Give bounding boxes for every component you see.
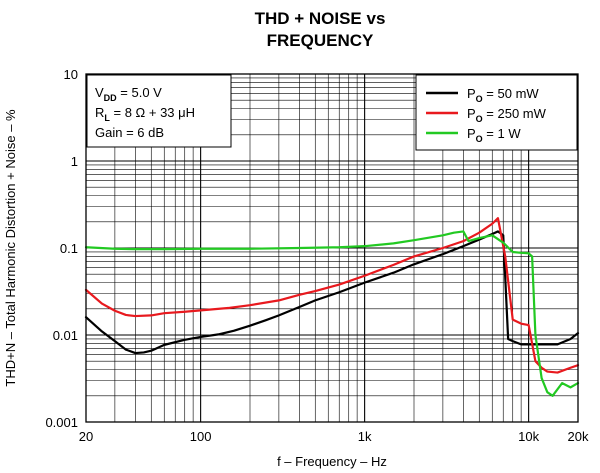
y-axis-title: THD+N – Total Harmonic Distortion + Nois…: [3, 109, 18, 387]
chart-title-line-1: THD + NOISE vs: [255, 9, 386, 28]
y-tick-label: 0.1: [60, 241, 78, 256]
tick-labels: 20 100 1k 10k 20k 0.001 0.01 0.1 1 10: [45, 67, 589, 444]
x-axis-title: f – Frequency – Hz: [277, 454, 387, 469]
conditions-box-frame: [86, 74, 232, 148]
legend-label-1w: PO = 1 W: [467, 126, 521, 144]
legend: PO = 50 mW PO = 250 mW PO = 1 W: [415, 74, 578, 151]
condition-gain: Gain = 6 dB: [95, 125, 164, 140]
condition-rl: RL = 8 Ω + 33 μH: [95, 105, 195, 123]
x-tick-label: 20: [79, 429, 93, 444]
conditions-box: VDD = 5.0 V RL = 8 Ω + 33 μH Gain = 6 dB: [86, 74, 232, 148]
plot-frame: [85, 73, 579, 423]
series-line-1w: [84, 230, 580, 397]
legend-label-50mw: PO = 50 mW: [467, 86, 539, 104]
series-lines: [84, 217, 580, 397]
x-tick-label: 1k: [358, 429, 372, 444]
condition-vdd: VDD = 5.0 V: [95, 85, 162, 103]
y-tick-label: 0.01: [53, 328, 78, 343]
legend-label-250mw: PO = 250 mW: [467, 106, 547, 124]
x-tick-label: 10k: [518, 429, 539, 444]
y-tick-label: 0.001: [45, 415, 78, 430]
y-tick-label: 1: [71, 154, 78, 169]
x-tick-label: 100: [190, 429, 212, 444]
series-line-250mw: [84, 217, 580, 374]
series-line-50mw: [84, 230, 580, 355]
x-tick-label: 20k: [568, 429, 589, 444]
y-tick-label: 10: [64, 67, 78, 82]
chart-title-line-2: FREQUENCY: [267, 31, 374, 50]
